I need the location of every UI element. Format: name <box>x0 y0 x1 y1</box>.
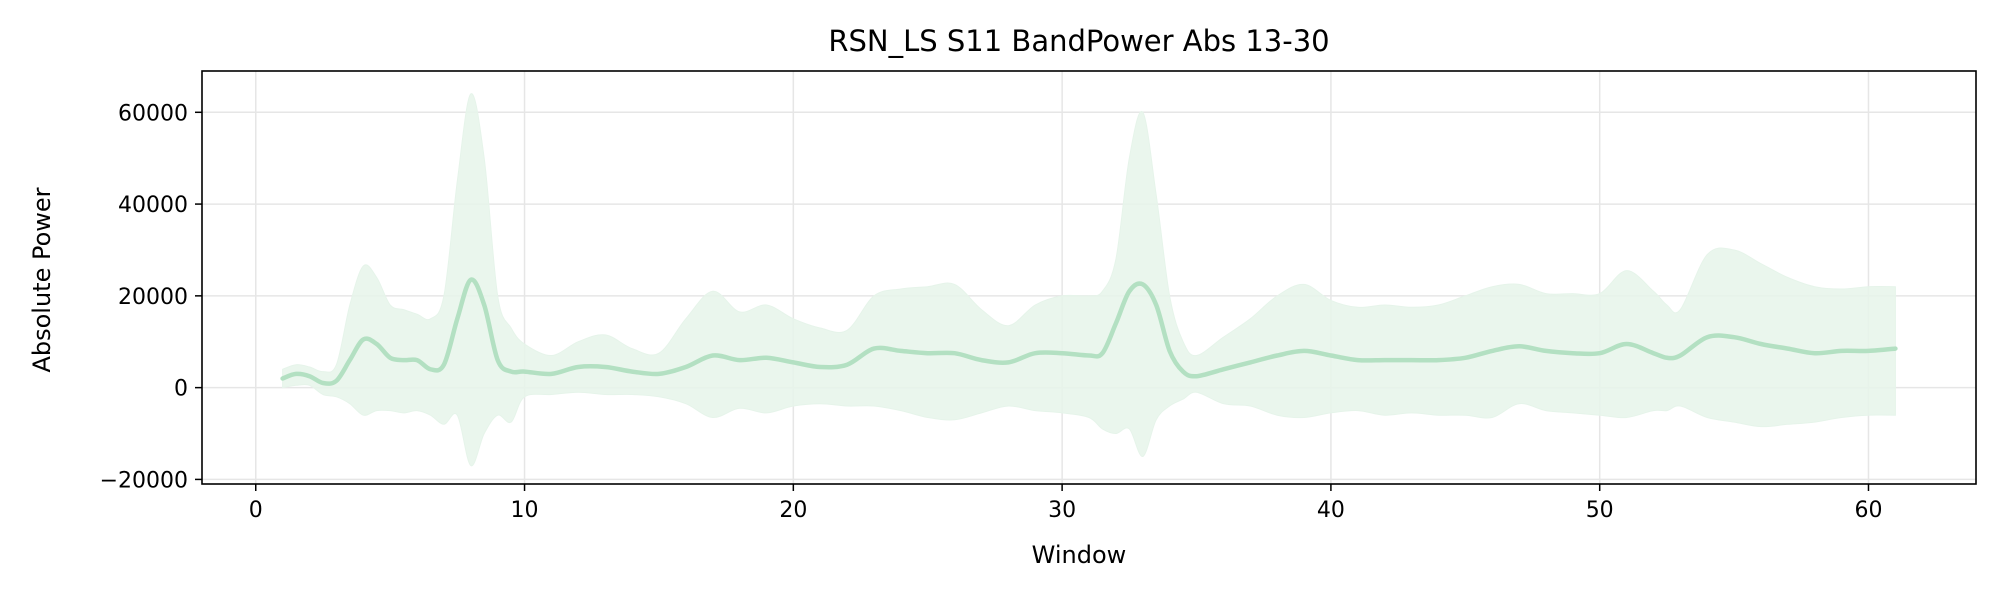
y-tick-label: 20000 <box>118 285 188 310</box>
confidence-band <box>282 93 1896 467</box>
x-tick-label: 50 <box>1586 498 1614 523</box>
x-tick-label: 60 <box>1854 498 1882 523</box>
x-tick-label: 10 <box>511 498 539 523</box>
y-tick-label: 60000 <box>118 101 188 126</box>
x-tick-label: 40 <box>1317 498 1345 523</box>
mean-line <box>280 277 1898 386</box>
plot-frame <box>201 70 1977 485</box>
x-tick-label: 30 <box>1048 498 1076 523</box>
axis-ticks: 0 10 20 30 40 50 60 −20000 0 20000 40000 60000 <box>100 101 1883 523</box>
y-tick-label: 40000 <box>118 193 188 218</box>
std-band-area <box>282 93 1896 467</box>
chart-title: RSN_LS S11 BandPower Abs 13-30 <box>828 24 1329 58</box>
y-tick-label: 0 <box>174 377 188 402</box>
x-axis-title: Window <box>1032 541 1127 569</box>
x-tick-label: 0 <box>249 498 263 523</box>
y-axis-title: Absolute Power <box>28 187 56 372</box>
y-tick-label: −20000 <box>100 468 188 493</box>
x-tick-label: 20 <box>779 498 807 523</box>
series-line-group <box>280 277 1898 386</box>
